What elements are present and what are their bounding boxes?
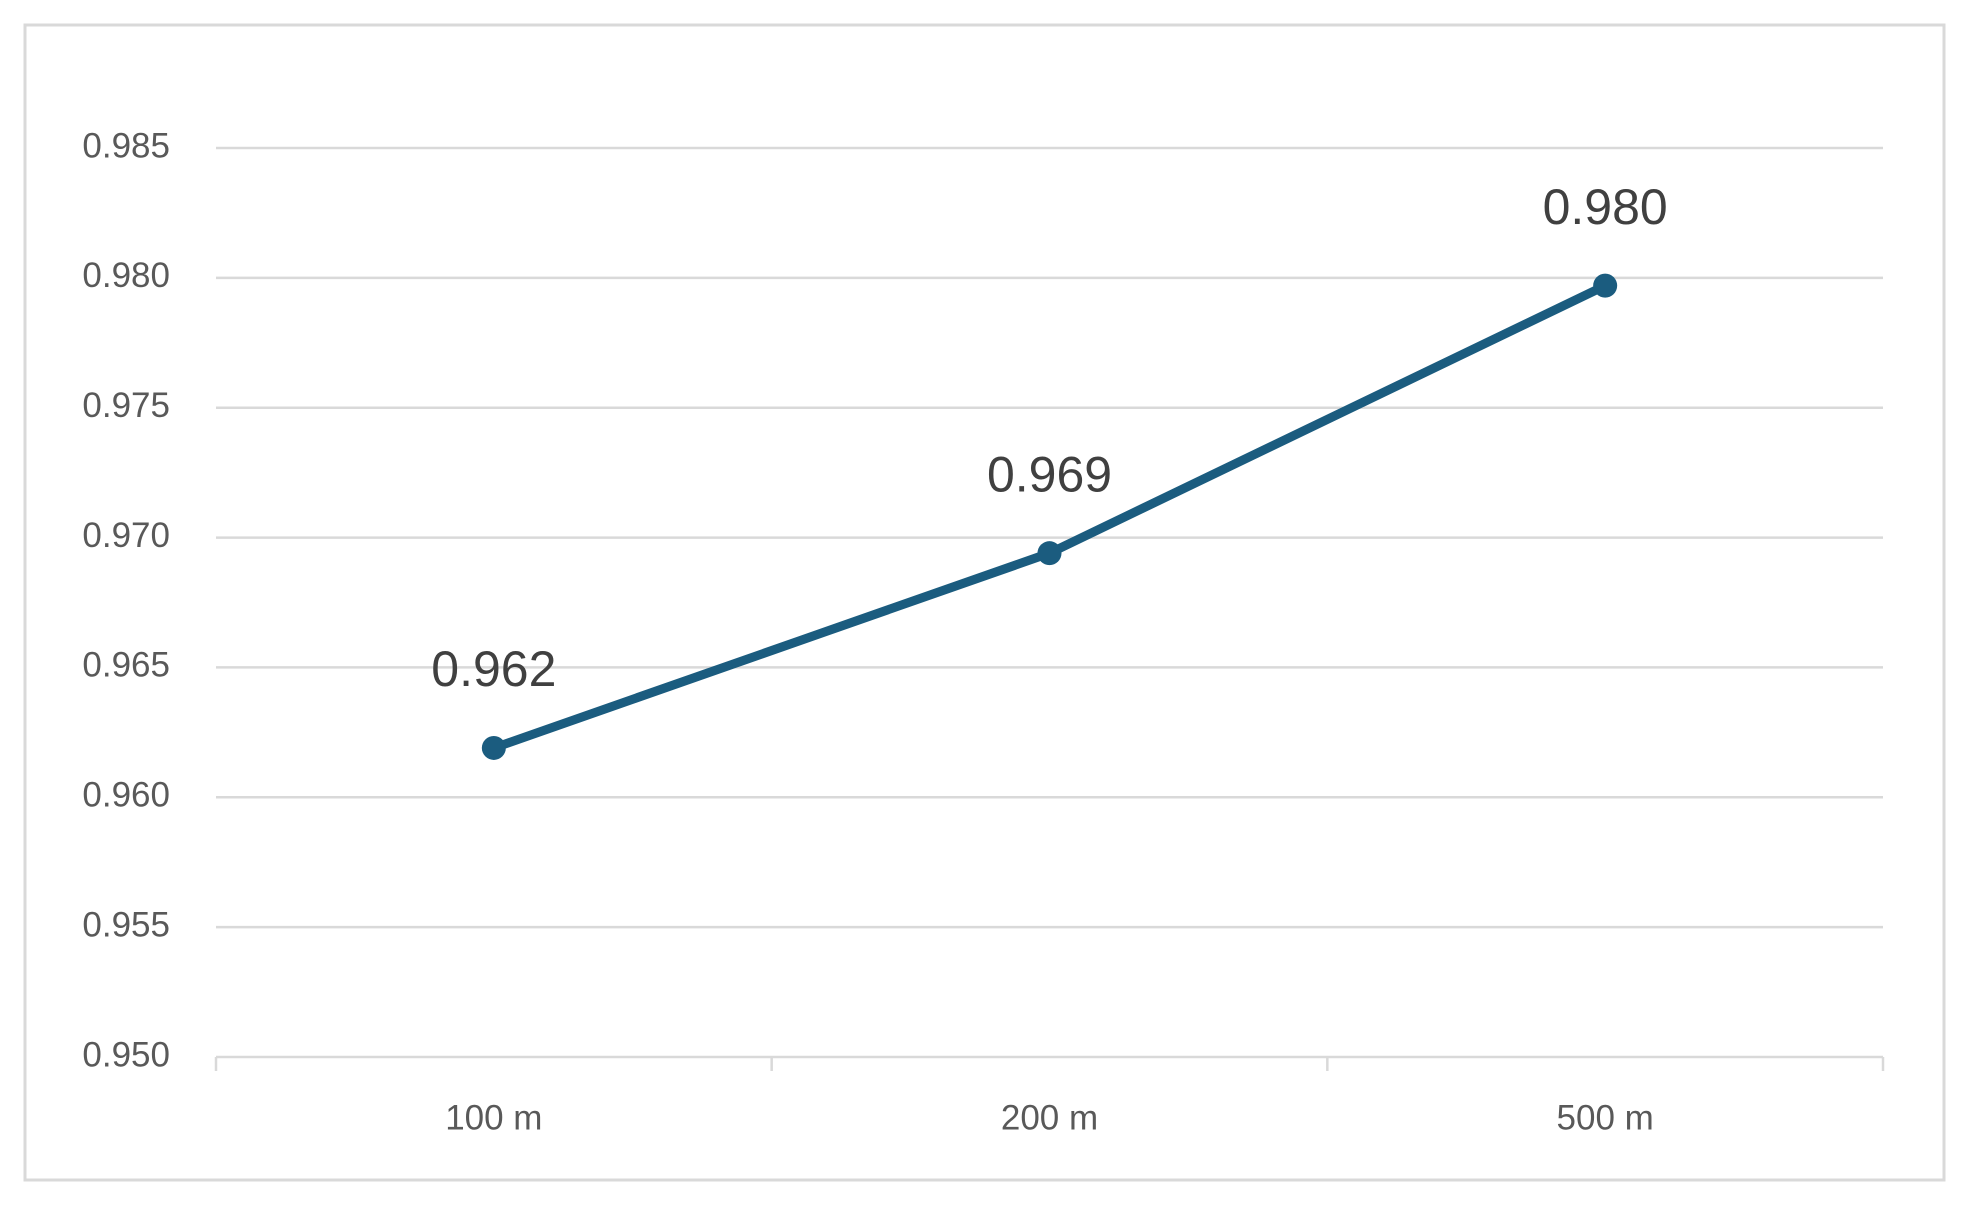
data-point <box>1037 541 1062 566</box>
y-tick-label: 0.950 <box>82 1035 170 1074</box>
y-tick-label: 0.985 <box>82 126 170 165</box>
y-tick-label: 0.955 <box>82 905 170 944</box>
chart-frame <box>23 23 1946 1182</box>
data-label: 0.969 <box>987 446 1112 502</box>
data-point <box>1593 273 1618 298</box>
data-label: 0.962 <box>431 641 556 697</box>
y-tick-label: 0.970 <box>82 516 170 555</box>
y-tick-label: 0.975 <box>82 386 170 425</box>
x-tick-label: 200 m <box>1001 1098 1098 1137</box>
data-label: 0.980 <box>1543 179 1668 235</box>
x-tick-label: 100 m <box>445 1098 542 1137</box>
y-tick-label: 0.980 <box>82 256 170 295</box>
x-tick-label: 500 m <box>1557 1098 1654 1137</box>
y-tick-label: 0.960 <box>82 776 170 815</box>
y-tick-label: 0.965 <box>82 646 170 685</box>
data-point <box>481 735 506 760</box>
